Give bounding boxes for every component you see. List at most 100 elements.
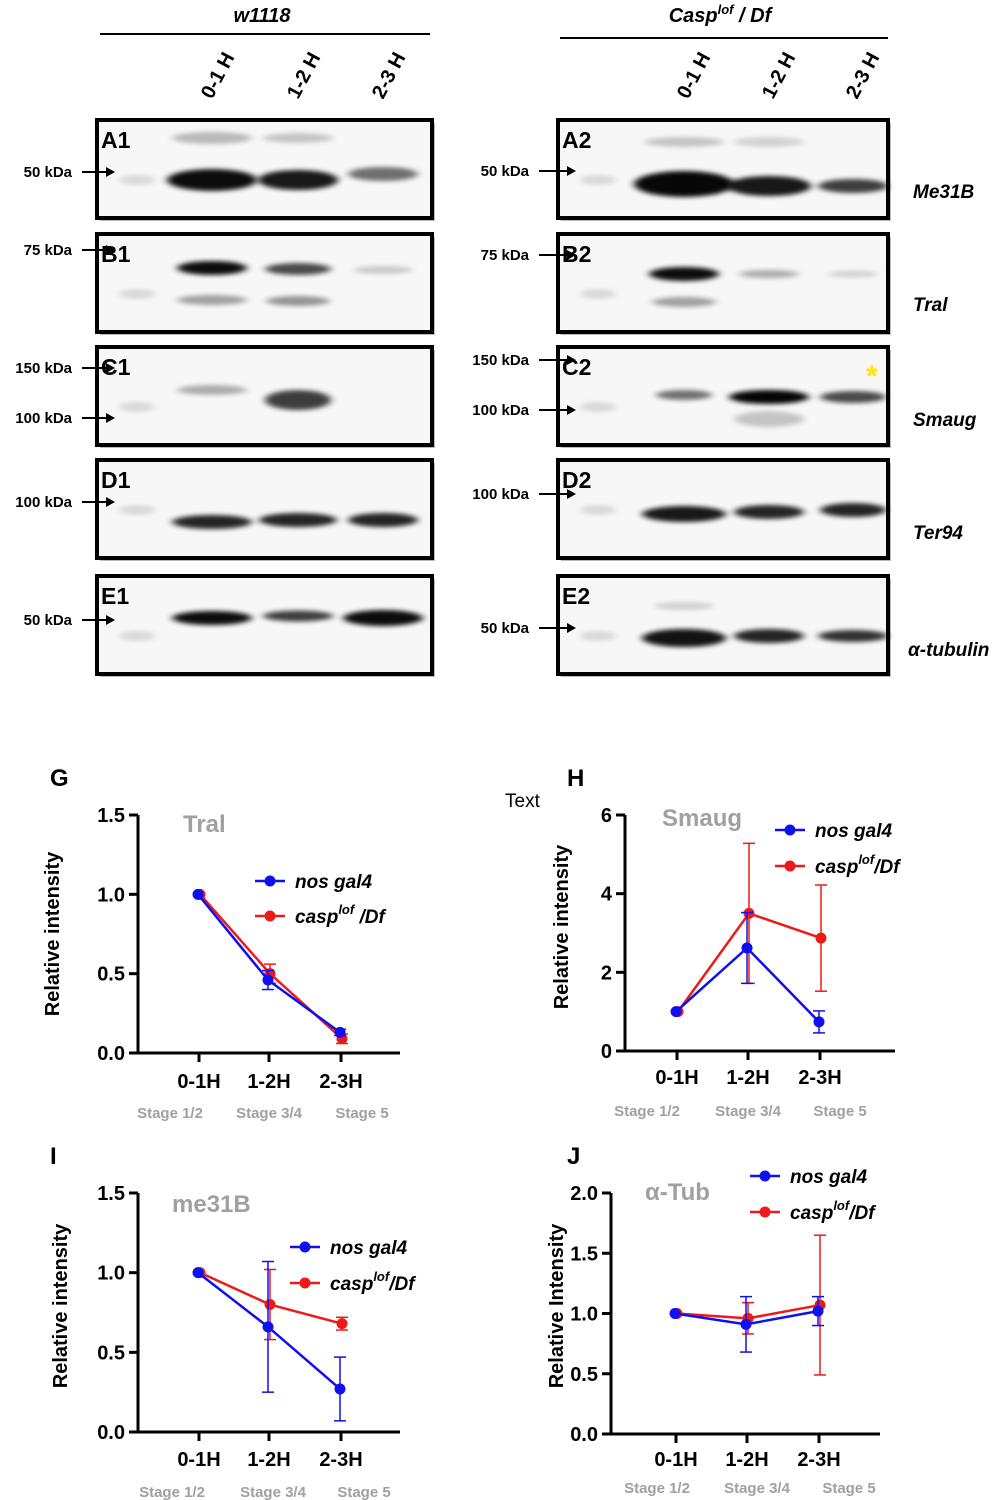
blot-band xyxy=(348,513,418,527)
data-point xyxy=(262,1321,274,1333)
blot-panel-c2: C2 150 kDa 100 kDa xyxy=(472,345,891,448)
x-tick-label: 1-2H xyxy=(247,1071,290,1093)
legend-item: nos gal4 xyxy=(750,1167,868,1188)
chart-panel-letter: H xyxy=(567,765,584,792)
lane-label-left: 1-2 H xyxy=(283,49,325,103)
stage-label: Stage 5 xyxy=(813,1103,866,1120)
blot-band xyxy=(263,133,333,143)
blot-band xyxy=(642,629,726,647)
series-nos-gal4 xyxy=(192,888,346,1038)
blot-band xyxy=(353,266,413,274)
y-tick-label: 0.0 xyxy=(97,1422,125,1444)
y-tick-label: 0.5 xyxy=(97,1342,125,1364)
x-tick-label: 0-1H xyxy=(177,1449,220,1471)
data-point xyxy=(334,1026,346,1038)
legend-item: nos gal4 xyxy=(255,872,373,893)
legend-label: nos gal4 xyxy=(295,872,373,893)
stage-label: Stage 5 xyxy=(335,1105,388,1122)
x-tick-label: 1-2H xyxy=(726,1067,769,1089)
genotype-right: Casplof / Df xyxy=(669,2,774,27)
blot-band xyxy=(263,610,333,622)
chart-j: J 0.0 0.5 1.0 1.5 2.0 0-1H Stage 1/2 1-2H Stage 3… xyxy=(546,1143,880,1497)
quantification-charts: G 0.0 0.5 1.0 1.5 0-1H Stage 1/2 1-2H Stage 3/4 2… xyxy=(42,765,901,1500)
legend-item: nos gal4 xyxy=(290,1238,408,1259)
series-line xyxy=(199,1271,343,1325)
blot-band xyxy=(734,411,804,427)
y-axis-label: Relative Intensity xyxy=(546,1223,568,1388)
blot-band xyxy=(654,602,714,610)
mw-marker-label: 150 kDa xyxy=(15,360,72,377)
lane-label-right: 0-1 H xyxy=(673,49,715,103)
blot-panel-d1: D1 100 kDa xyxy=(15,458,435,561)
blot-band xyxy=(177,385,247,395)
lane-label-right: 1-2 H xyxy=(758,49,800,103)
blot-band xyxy=(343,610,423,626)
y-tick-label: 1.0 xyxy=(97,884,125,906)
blot-band xyxy=(172,611,252,625)
data-point xyxy=(336,1318,348,1330)
stage-label: Stage 3/4 xyxy=(236,1105,303,1122)
legend-label: casplof /Df xyxy=(295,902,386,928)
legend-label: casplof/Df xyxy=(815,852,901,878)
y-tick-label: 0.0 xyxy=(570,1424,598,1446)
mw-marker-label: 100 kDa xyxy=(15,410,72,427)
blot-band xyxy=(727,176,811,196)
y-tick-label: 4 xyxy=(601,884,613,906)
blot-band xyxy=(266,296,330,306)
blot-band xyxy=(656,390,712,400)
blot-band xyxy=(820,503,886,517)
chart-title: α-Tub xyxy=(645,1179,710,1206)
stage-label: Stage 5 xyxy=(822,1480,875,1497)
mw-marker-label: 50 kDa xyxy=(481,620,530,637)
y-tick-label: 6 xyxy=(601,805,612,827)
mw-marker-label: 50 kDa xyxy=(24,164,73,181)
mw-marker-label: 75 kDa xyxy=(481,247,530,264)
series-nos-gal4 xyxy=(670,911,825,1034)
data-point xyxy=(741,942,753,954)
data-point xyxy=(743,907,755,919)
blot-panel-b1: B1 75 kDa xyxy=(24,232,435,335)
lane-label-right: 2-3 H xyxy=(842,49,884,103)
blot-panel-label: A1 xyxy=(101,127,131,153)
mw-marker-label: 150 kDa xyxy=(472,352,529,369)
blot-band xyxy=(820,391,886,403)
protein-label: Smaug xyxy=(913,410,977,431)
legend-item: casplof /Df xyxy=(255,902,386,928)
x-tick-label: 0-1H xyxy=(655,1067,698,1089)
y-tick-label: 1.0 xyxy=(97,1263,125,1285)
data-point xyxy=(670,1006,682,1018)
protein-label: Ter94 xyxy=(913,523,963,544)
data-point xyxy=(669,1308,681,1319)
x-tick-label: 1-2H xyxy=(247,1449,290,1471)
blot-panel-e1: E1 50 kDa xyxy=(24,574,435,677)
blot-band xyxy=(734,137,804,147)
blot-band xyxy=(259,513,337,527)
legend-item: nos gal4 xyxy=(775,821,893,842)
blot-band xyxy=(818,179,888,193)
y-tick-label: 1.5 xyxy=(97,805,125,827)
y-tick-label: 1.5 xyxy=(97,1183,125,1205)
blot-band xyxy=(348,167,418,181)
y-axis-label: Relative intensity xyxy=(42,851,64,1016)
stage-label: Stage 3/4 xyxy=(240,1484,307,1500)
blot-panel-a2: A2 50 kDa xyxy=(481,118,891,221)
blot-band xyxy=(172,132,252,144)
blot-panel-label: B1 xyxy=(101,241,131,267)
western-blots: w1118 Casplof / Df 0-1 H 0-1 H 1-2 H 1-2 H 2… xyxy=(15,2,989,677)
y-tick-label: 2.0 xyxy=(570,1183,598,1205)
blot-panel-label: E2 xyxy=(562,583,590,609)
blot-band xyxy=(172,515,252,529)
mw-marker-label: 50 kDa xyxy=(481,163,530,180)
blot-band xyxy=(644,137,724,147)
blot-panel-label: C2 xyxy=(562,354,591,380)
mw-marker-label: 100 kDa xyxy=(472,486,529,503)
blot-band xyxy=(734,629,804,643)
y-tick-label: 0.0 xyxy=(97,1043,125,1065)
stage-label: Stage 1/2 xyxy=(139,1484,205,1500)
stage-label: Stage 3/4 xyxy=(724,1480,791,1497)
data-point xyxy=(192,1267,204,1279)
blot-band xyxy=(167,169,257,191)
asterisk-mark: * xyxy=(866,360,878,393)
stage-label: Stage 3/4 xyxy=(715,1103,782,1120)
